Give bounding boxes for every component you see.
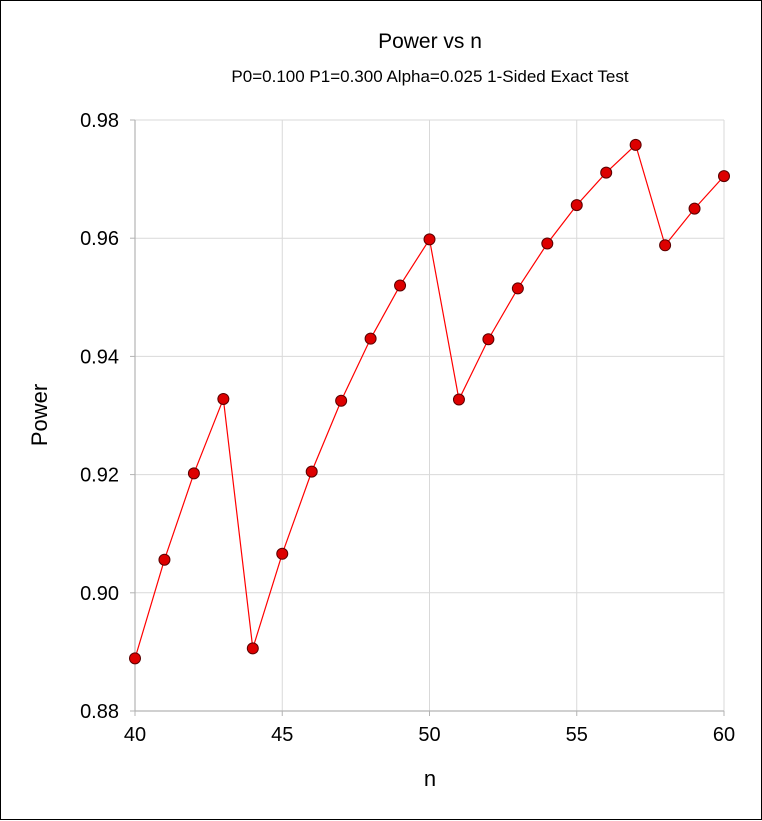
x-tick-label: 55	[566, 724, 588, 746]
y-tick-label: 0.96	[80, 228, 119, 250]
data-point-marker	[452, 393, 465, 406]
data-point-marker	[335, 394, 348, 407]
data-point-marker	[305, 465, 318, 478]
x-tick-label: 60	[713, 724, 735, 746]
y-tick-label: 0.92	[80, 465, 119, 487]
data-point-marker	[570, 199, 583, 212]
data-point-marker	[482, 333, 495, 346]
y-tick-label: 0.94	[80, 346, 119, 368]
data-point-marker	[718, 170, 730, 183]
chart-title: Power vs n	[378, 30, 482, 53]
x-tick-label: 50	[418, 724, 440, 746]
y-tick-label: 0.90	[80, 583, 119, 605]
tick-label-layer: 40 45 50 55 60 0.88 0.90 0.92 0.94 0.96 0.98	[80, 110, 735, 746]
data-point-marker	[187, 467, 200, 480]
data-point-marker	[246, 642, 259, 655]
x-axis-label: n	[424, 766, 436, 791]
data-point-marker	[511, 282, 524, 295]
axis-layer	[130, 119, 725, 716]
data-point-marker	[364, 332, 377, 345]
data-point-marker	[629, 138, 642, 151]
data-point-marker	[688, 202, 701, 215]
data-point-marker	[276, 547, 289, 560]
grid-layer	[135, 119, 725, 711]
data-point-marker	[600, 166, 613, 179]
data-point-marker	[541, 237, 554, 250]
data-point-marker	[423, 233, 436, 246]
y-tick-label: 0.98	[80, 110, 119, 132]
data-point-marker	[129, 652, 141, 665]
data-point-marker	[217, 392, 230, 405]
x-tick-label: 45	[271, 724, 293, 746]
y-tick-label: 0.88	[80, 701, 119, 723]
y-axis-label: Power	[27, 384, 52, 446]
data-point-marker	[158, 553, 171, 566]
chart-subtitle: P0=0.100 P1=0.300 Alpha=0.025 1-Sided Ex…	[231, 67, 628, 86]
data-point-marker	[394, 279, 407, 292]
x-tick-label: 40	[124, 724, 146, 746]
series-layer	[129, 138, 730, 665]
data-point-marker	[659, 239, 672, 252]
